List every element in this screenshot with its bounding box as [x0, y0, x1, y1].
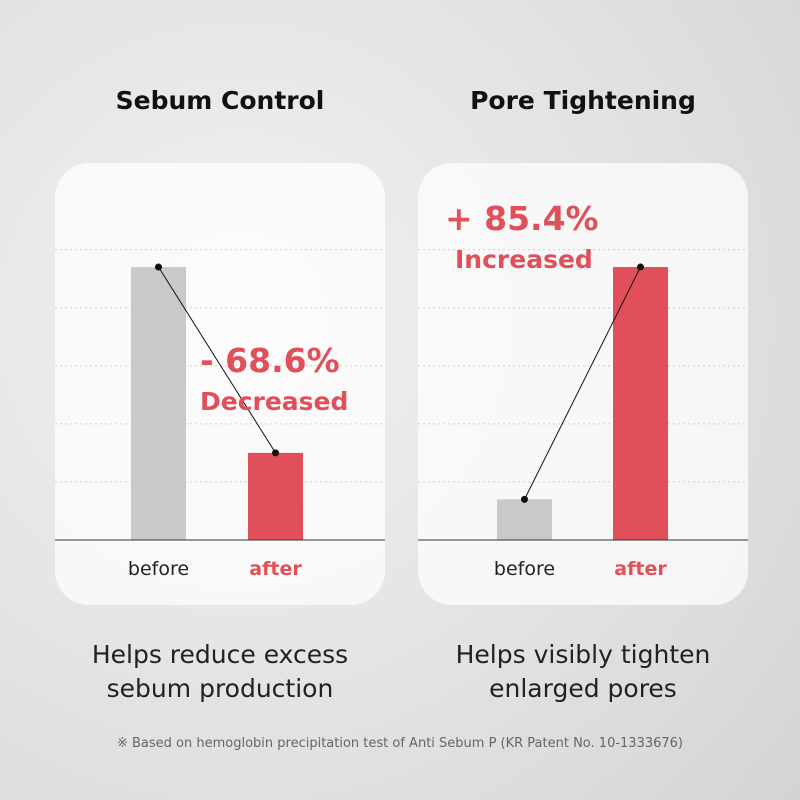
bar: [613, 267, 668, 540]
point: [521, 495, 528, 503]
caption: Helps visibly tighten enlarged pores: [455, 640, 711, 703]
point: [155, 263, 162, 271]
annotation: + 85.4%: [445, 199, 599, 238]
chart-title: Pore Tightening: [470, 86, 696, 115]
connector: [158, 266, 276, 454]
point: [637, 263, 644, 271]
x-tick-label: after: [249, 558, 302, 580]
caption: Helps reduce excess sebum production: [91, 640, 349, 703]
bar: [131, 267, 186, 540]
footnote: ※ Based on hemoglobin precipitation test…: [116, 736, 684, 751]
annotation-label: Increased: [455, 245, 593, 274]
annotation: - 68.6%: [200, 341, 340, 380]
chart-title: Sebum Control: [115, 86, 325, 115]
point: [272, 449, 279, 457]
x-tick-label: before: [494, 558, 555, 580]
panel: [55, 163, 385, 605]
annotation-label: Decreased: [200, 387, 348, 416]
x-tick-label: before: [128, 558, 189, 580]
x-tick-label: after: [614, 558, 667, 580]
bar: [248, 452, 303, 540]
connector: [524, 266, 641, 500]
bar: [497, 499, 552, 540]
